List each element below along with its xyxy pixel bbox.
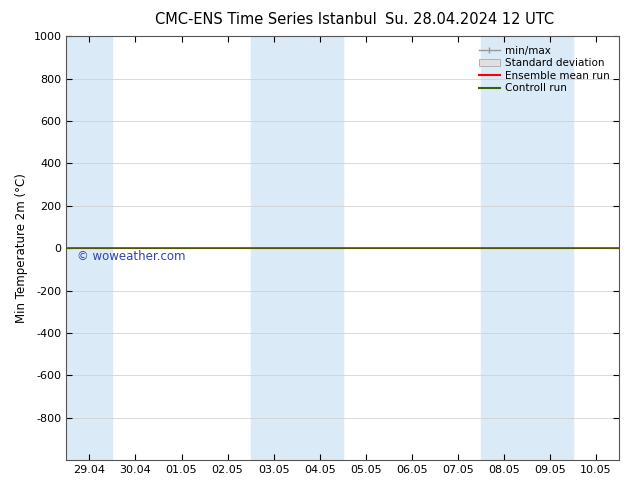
- Bar: [67, 36, 112, 460]
- Bar: [481, 36, 573, 460]
- Text: Su. 28.04.2024 12 UTC: Su. 28.04.2024 12 UTC: [385, 12, 553, 27]
- Text: © woweather.com: © woweather.com: [77, 250, 186, 263]
- Y-axis label: Min Temperature 2m (°C): Min Temperature 2m (°C): [15, 173, 28, 323]
- Legend: min/max, Standard deviation, Ensemble mean run, Controll run: min/max, Standard deviation, Ensemble me…: [475, 41, 614, 98]
- Bar: [250, 36, 343, 460]
- Text: CMC-ENS Time Series Istanbul: CMC-ENS Time Series Istanbul: [155, 12, 377, 27]
